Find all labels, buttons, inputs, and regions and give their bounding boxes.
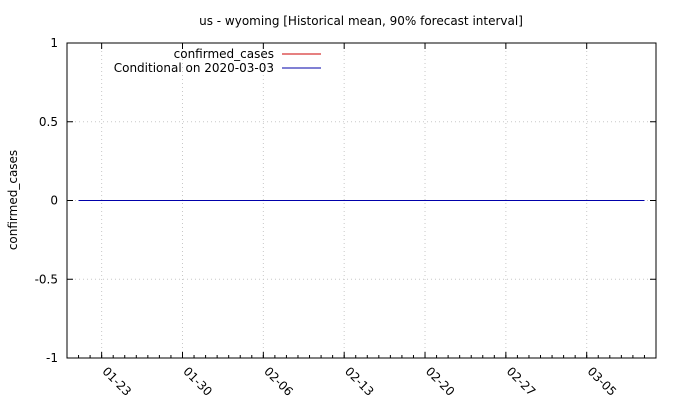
y-tick-label: 0 [50,194,58,208]
y-tick-label: 1 [50,36,58,50]
y-axis: -1 -0.5 0 0.5 1 [35,36,656,365]
y-axis-label: confirmed_cases [6,150,20,250]
x-tick-label: 03-05 [585,364,620,399]
x-tick-label: 01-23 [100,364,135,399]
x-tick-label: 02-27 [504,364,539,399]
x-axis: 01-23 01-30 02-06 02-13 02-20 02-27 03-05 [78,43,645,399]
legend-label: confirmed_cases [174,47,274,61]
x-tick-label: 02-20 [423,364,458,399]
y-tick-label: -1 [46,351,58,365]
x-tick-label: 01-30 [180,364,215,399]
grid [67,43,656,358]
legend-label: Conditional on 2020-03-03 [114,61,274,75]
x-tick-label: 02-06 [261,364,296,399]
y-tick-label: -0.5 [35,272,58,286]
y-tick-label: 0.5 [39,115,58,129]
x-tick-label: 02-13 [342,364,377,399]
chart-title: us - wyoming [Historical mean, 90% forec… [199,14,523,28]
